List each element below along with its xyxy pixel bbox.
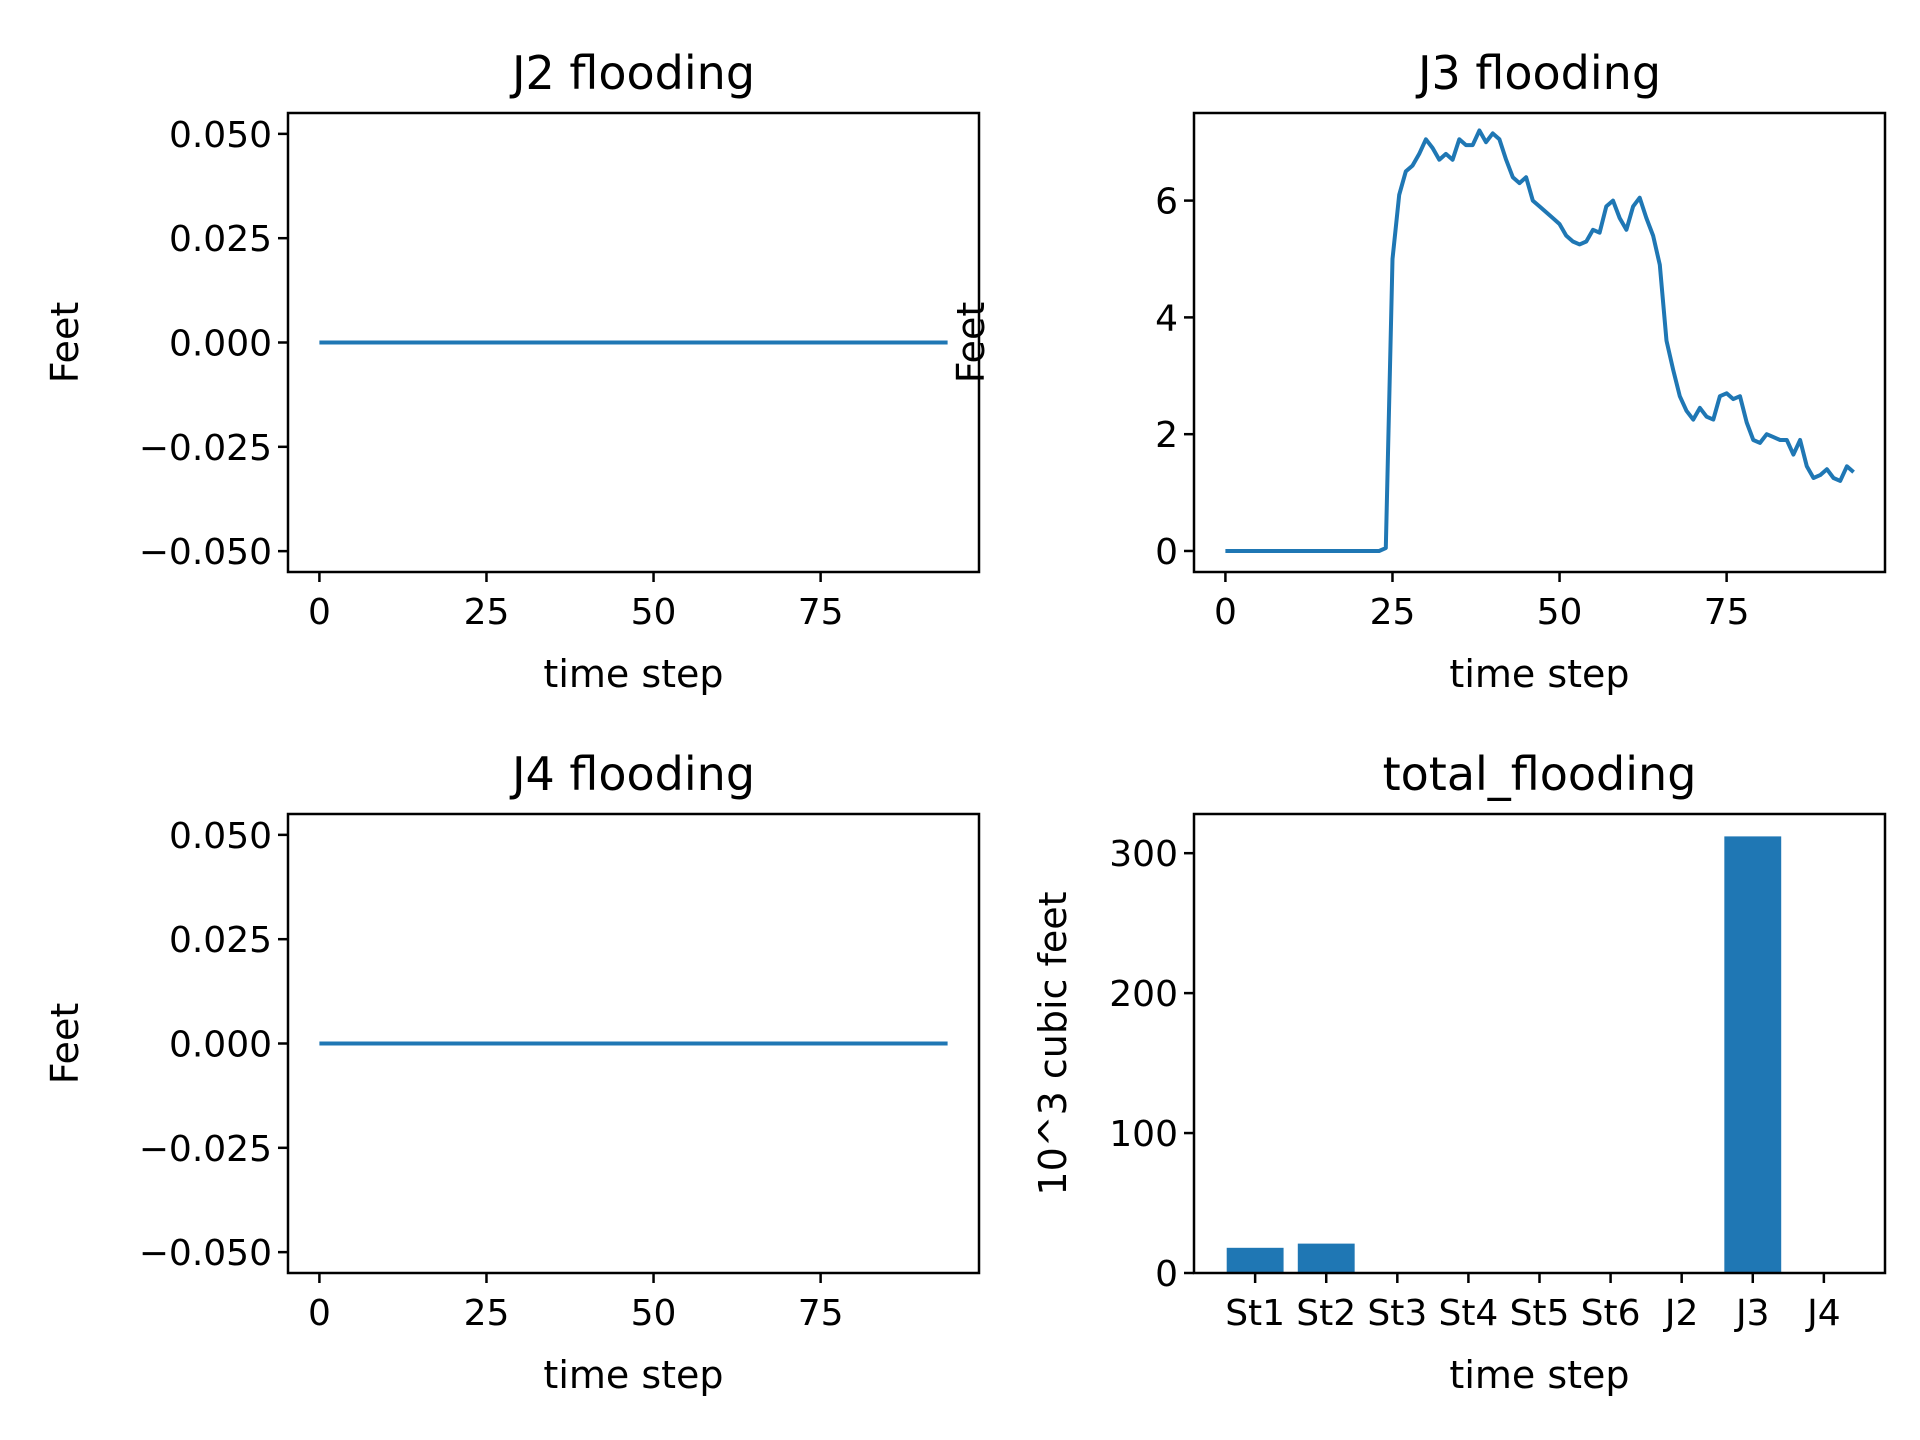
y-axis-label: Feet: [949, 302, 993, 383]
y-tick-label: −0.025: [139, 1129, 272, 1170]
y-tick-label: 0.025: [169, 920, 272, 961]
plot-frame: [1192, 111, 1887, 574]
x-tick-label: St1: [1225, 1293, 1285, 1334]
bar-J3: [1724, 836, 1782, 1273]
j2-flooding-panel: 0 25 50 75 −0.050 −0.025 0.000 0.025 0.050 J2 flo…: [43, 46, 981, 696]
j3-flooding-panel: 0 25 50 75 0 2 4 6 J3 flooding time step Feet: [949, 46, 1887, 696]
x-tick-label: St4: [1438, 1293, 1498, 1334]
y-tick-label: 4: [1155, 298, 1178, 339]
chart-title: total_flooding: [1383, 747, 1697, 801]
x-axis-label: time step: [1449, 1353, 1629, 1397]
y-tick-label: −0.025: [139, 428, 272, 469]
y-tick-label: 200: [1109, 974, 1178, 1015]
x-axis-label: time step: [543, 652, 723, 696]
y-tick-label: 2: [1155, 415, 1178, 456]
y-tick-label: 100: [1109, 1114, 1178, 1155]
x-tick-label: J4: [1805, 1293, 1841, 1334]
bar-St2: [1297, 1243, 1355, 1273]
y-tick-label: 0.000: [169, 324, 272, 365]
y-tick-label: 0.025: [169, 219, 272, 260]
y-tick-label: 0: [1155, 532, 1178, 573]
x-tick-label: St3: [1367, 1293, 1427, 1334]
x-tick-label: 0: [308, 1293, 331, 1334]
y-axis-label: Feet: [43, 302, 87, 383]
x-tick-label: 50: [631, 1293, 677, 1334]
chart-title: J4 flooding: [509, 747, 755, 801]
x-tick-label: 75: [798, 592, 844, 633]
y-tick-label: 0.050: [169, 816, 272, 857]
x-tick-label: 0: [1214, 592, 1237, 633]
y-axis-label: Feet: [43, 1003, 87, 1084]
x-axis-label: time step: [543, 1353, 723, 1397]
y-tick-label: 6: [1155, 182, 1178, 223]
chart-title: J3 flooding: [1415, 46, 1661, 100]
plot-frame: [286, 111, 981, 574]
x-tick-label: 50: [631, 592, 677, 633]
y-tick-label: −0.050: [139, 532, 272, 573]
y-tick-label: 300: [1109, 834, 1178, 875]
x-tick-label: St2: [1296, 1293, 1356, 1334]
x-tick-label: St6: [1581, 1293, 1641, 1334]
x-tick-label: J2: [1663, 1293, 1699, 1334]
bar-St1: [1226, 1247, 1284, 1273]
y-tick-label: 0: [1155, 1254, 1178, 1295]
x-tick-label: 0: [308, 592, 331, 633]
x-tick-label: 25: [464, 592, 510, 633]
x-tick-label: J3: [1734, 1293, 1770, 1334]
y-tick-label: 0.000: [169, 1025, 272, 1066]
x-tick-label: 25: [464, 1293, 510, 1334]
j4-flooding-panel: 0 25 50 75 −0.050 −0.025 0.000 0.025 0.050 J4 flo…: [43, 747, 981, 1397]
plot-frame: [286, 812, 981, 1275]
x-tick-label: 75: [798, 1293, 844, 1334]
total-flooding-panel: St1 St2 St3 St4 St5 St6 J2 J3 J4 0 100 200 300 total_…: [1031, 747, 1887, 1397]
plot-frame: [1192, 812, 1887, 1275]
chart-title: J2 flooding: [509, 46, 755, 100]
series-line: [1225, 128, 1855, 553]
x-tick-label: St5: [1510, 1293, 1570, 1334]
y-axis-label: 10^3 cubic feet: [1031, 891, 1075, 1195]
x-tick-label: 25: [1370, 592, 1416, 633]
y-tick-label: −0.050: [139, 1233, 272, 1274]
y-tick-label: 0.050: [169, 115, 272, 156]
x-tick-label: 50: [1537, 592, 1583, 633]
x-tick-label: 75: [1704, 592, 1750, 633]
x-axis-label: time step: [1449, 652, 1629, 696]
